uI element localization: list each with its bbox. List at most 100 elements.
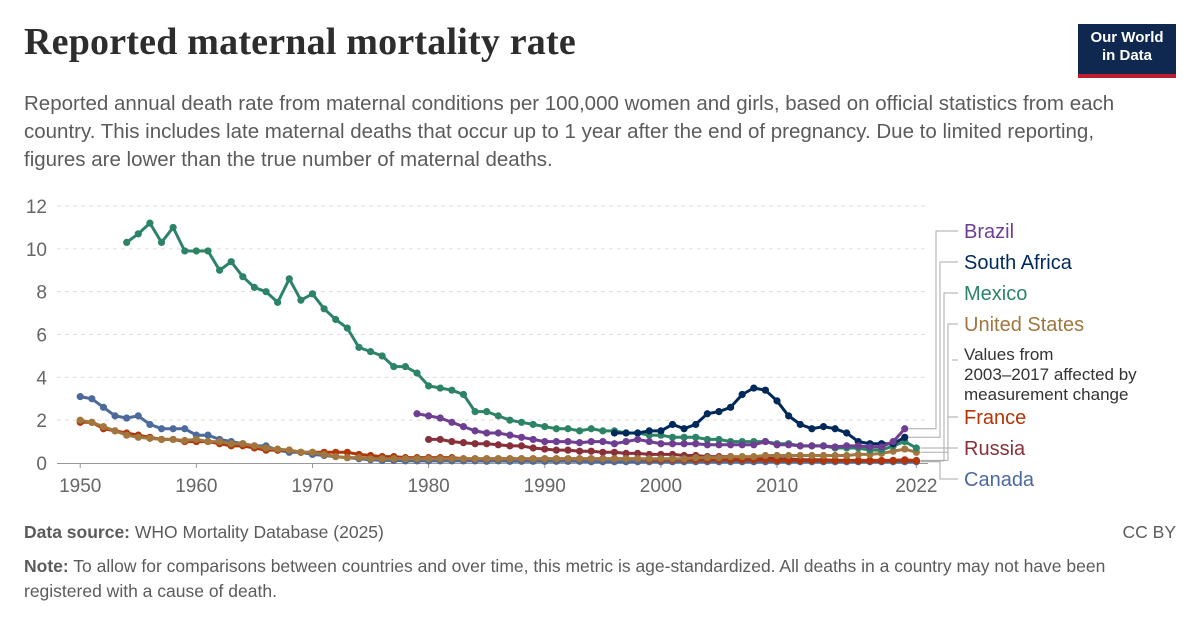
point-mexico <box>506 416 514 424</box>
point-mexico <box>227 258 235 266</box>
point-canada <box>181 425 189 433</box>
point-russia <box>599 448 607 456</box>
point-united-states <box>111 427 119 435</box>
point-united-states <box>274 445 282 453</box>
source-link[interactable]: WHO Mortality Database (2025) <box>134 522 384 542</box>
point-south-africa <box>657 427 665 435</box>
logo-line-2: in Data <box>1101 47 1152 64</box>
owid-logo[interactable]: Our World in Data <box>1078 24 1176 78</box>
point-south-africa <box>610 429 619 437</box>
series-lines <box>76 219 920 466</box>
point-russia <box>634 449 642 457</box>
point-canada <box>88 395 96 403</box>
point-brazil <box>506 431 514 439</box>
point-united-states <box>819 451 828 460</box>
label-united-states: United States <box>964 314 1084 336</box>
point-russia <box>506 442 514 450</box>
y-tick-label: 0 <box>36 454 47 475</box>
point-mexico <box>366 348 375 356</box>
point-south-africa <box>843 429 851 437</box>
point-united-states <box>552 455 560 463</box>
point-united-states <box>146 434 154 442</box>
point-france <box>808 456 816 465</box>
x-tick-label: 2010 <box>756 476 798 497</box>
chart-subtitle: Reported annual death rate from maternal… <box>24 92 1115 171</box>
point-united-states <box>204 437 212 446</box>
point-brazil <box>889 437 897 446</box>
point-united-states <box>390 455 398 463</box>
point-brazil <box>692 440 700 448</box>
point-brazil <box>448 418 456 426</box>
point-united-states <box>831 451 839 460</box>
point-united-states <box>668 455 677 463</box>
license-link[interactable]: CC BY <box>1122 522 1176 542</box>
point-united-states <box>645 455 653 463</box>
point-united-states <box>448 455 456 463</box>
point-russia <box>552 446 560 454</box>
point-russia <box>587 447 595 455</box>
point-mexico <box>332 315 340 324</box>
series-united-states <box>76 416 920 463</box>
point-united-states <box>262 444 270 452</box>
point-brazil <box>425 412 433 420</box>
point-brazil <box>901 425 909 433</box>
point-france <box>912 456 920 465</box>
point-united-states <box>134 433 142 441</box>
point-brazil <box>634 435 642 444</box>
point-south-africa <box>645 427 653 435</box>
point-united-states <box>889 447 897 455</box>
point-france <box>854 456 862 465</box>
point-united-states <box>494 455 502 463</box>
point-united-states <box>332 452 340 461</box>
point-south-africa <box>761 386 770 394</box>
point-mexico <box>576 427 584 435</box>
point-united-states <box>401 455 409 463</box>
point-south-africa <box>773 397 781 405</box>
point-united-states <box>413 455 421 463</box>
point-united-states <box>843 451 851 460</box>
point-mexico <box>320 305 328 313</box>
logo-line-1: Our World <box>1090 29 1164 46</box>
point-brazil <box>715 441 723 449</box>
point-united-states <box>808 451 816 460</box>
point-mexico <box>668 433 677 441</box>
point-mexico <box>436 384 444 392</box>
point-united-states <box>576 455 584 463</box>
point-united-states <box>564 455 572 463</box>
x-tick-label: 1970 <box>291 476 333 497</box>
point-france <box>819 456 828 465</box>
label-south-africa: South Africa <box>964 252 1073 274</box>
series-labels: Brazil South Africa Mexico United States Fra… <box>908 221 1137 491</box>
x-tick-label: 1980 <box>407 476 449 497</box>
point-france <box>785 456 793 465</box>
point-russia <box>494 441 502 449</box>
point-mexico <box>378 352 386 360</box>
point-south-africa <box>668 420 677 429</box>
point-mexico <box>541 422 549 431</box>
point-united-states <box>343 454 351 462</box>
point-mexico <box>552 425 560 433</box>
x-axis: 1950 1960 1970 1980 1990 2000 2010 2022 <box>57 463 938 497</box>
point-russia <box>459 439 468 447</box>
chart-title: Reported maternal mortality rate <box>24 21 576 63</box>
point-united-states <box>157 435 166 444</box>
connector-canada <box>920 461 958 480</box>
point-united-states <box>761 451 770 460</box>
point-south-africa <box>726 403 735 411</box>
point-mexico <box>239 273 247 281</box>
point-mexico <box>262 288 270 296</box>
gridlines <box>57 205 928 421</box>
note-label: Note: <box>24 556 69 576</box>
connector-france <box>920 416 958 461</box>
point-mexico <box>308 290 317 298</box>
annotation-line: measurement change <box>964 385 1128 404</box>
point-mexico <box>169 223 177 232</box>
point-france <box>796 456 804 465</box>
point-mexico <box>250 283 259 291</box>
point-brazil <box>668 440 677 448</box>
point-united-states <box>123 431 131 439</box>
logo-accent-bar <box>1078 74 1176 78</box>
point-brazil <box>738 441 746 449</box>
point-brazil <box>483 429 491 437</box>
